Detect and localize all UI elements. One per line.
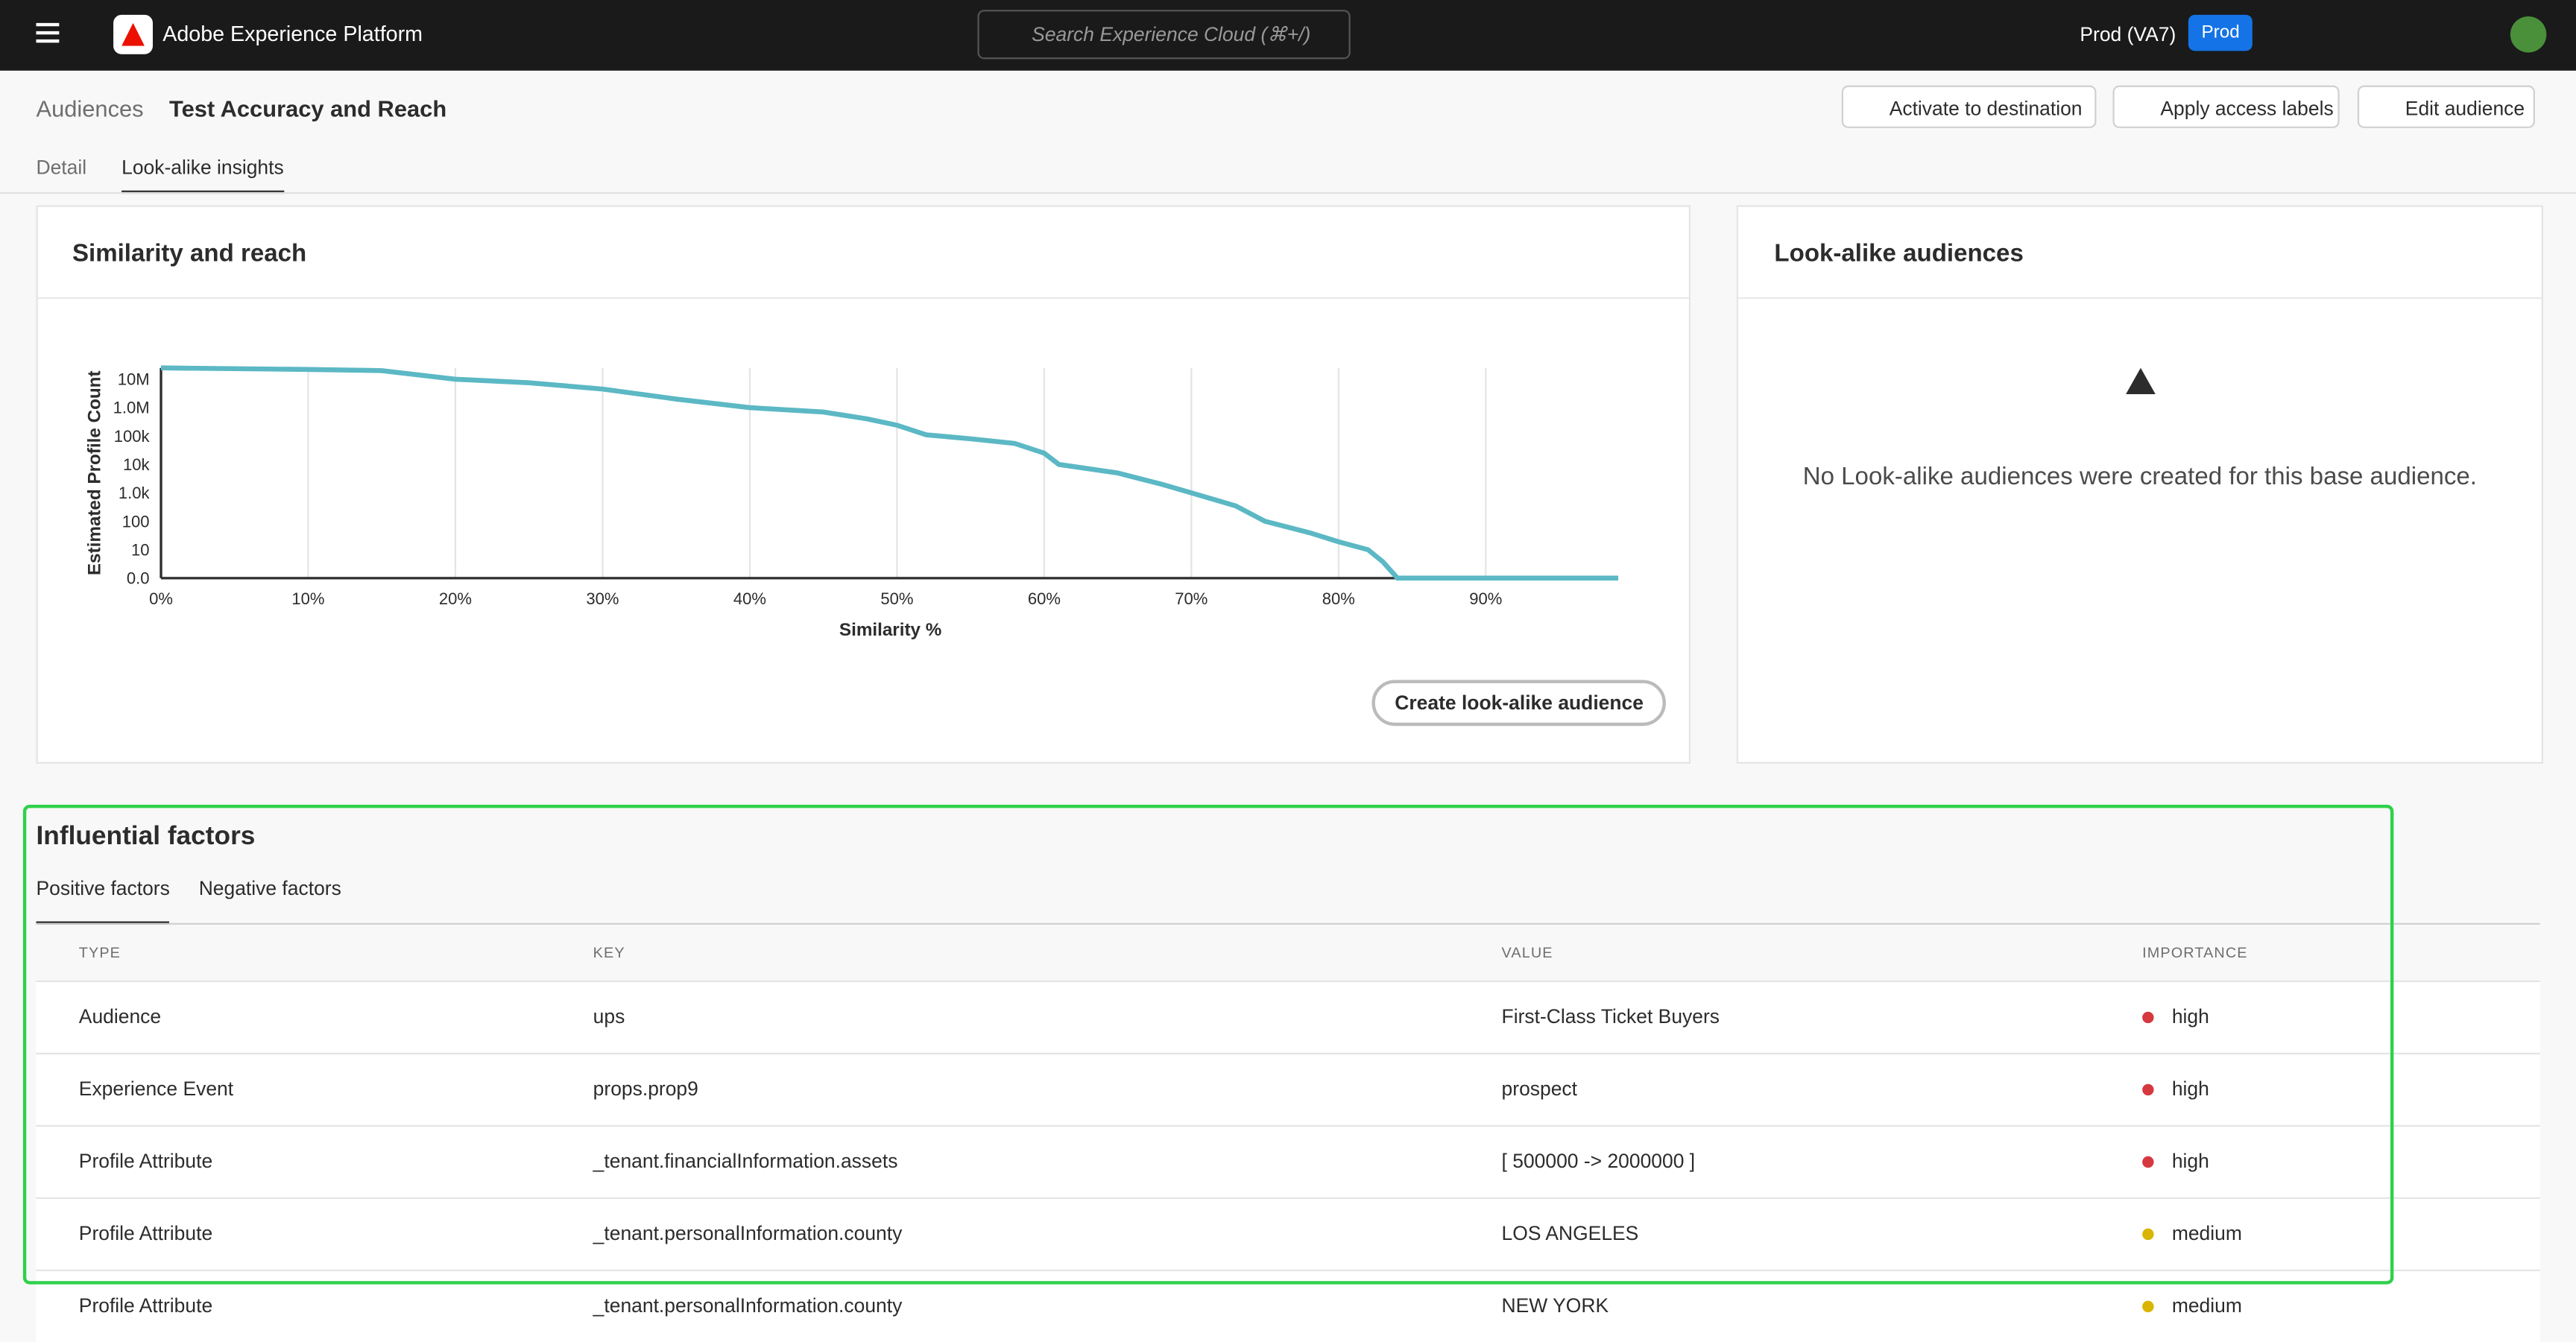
- row-bg: [36, 982, 2540, 1053]
- action-button[interactable]: Activate to destination: [1841, 85, 2097, 128]
- panel-title: Similarity and reach: [72, 239, 307, 268]
- top-bar: Adobe Experience Platform Search Experie…: [0, 0, 2576, 71]
- empty-message: No Look-alike audiences were created for…: [1802, 463, 2477, 492]
- tab[interactable]: Negative factors: [198, 876, 341, 900]
- importance-dot: [2142, 1300, 2154, 1313]
- divider: [37, 297, 1689, 300]
- highlight-box: [22, 805, 2394, 1285]
- y-tick-label: 100: [122, 512, 150, 531]
- x-tick-label: 80%: [1322, 589, 1355, 608]
- cell: high: [2171, 1004, 2209, 1028]
- row-divider: [36, 1124, 2540, 1127]
- create-button[interactable]: Create look-alike audience: [1371, 680, 1667, 727]
- action-button[interactable]: Edit audience: [2357, 85, 2535, 128]
- cell: First-Class Ticket Buyers: [1501, 1004, 1720, 1028]
- cell: LOS ANGELES: [1501, 1221, 1639, 1245]
- cell: Profile Attribute: [78, 1221, 213, 1245]
- row-bg: [36, 1198, 2540, 1270]
- cell: high: [2171, 1077, 2209, 1101]
- y-tick-label: 1.0M: [113, 399, 150, 417]
- row-bg: [36, 1127, 2540, 1197]
- avatar[interactable]: [2510, 16, 2547, 53]
- row-divider: [36, 1052, 2540, 1055]
- x-axis-label: Similarity %: [839, 620, 941, 640]
- importance-dot: [2142, 1156, 2154, 1168]
- cell: Audience: [78, 1004, 162, 1028]
- row-bg: [36, 1054, 2540, 1125]
- column-header: TYPE: [78, 944, 121, 961]
- x-tick-label: 50%: [880, 589, 913, 608]
- column-header: VALUE: [1501, 944, 1553, 961]
- cell: _tenant.personalInformation.county: [593, 1294, 903, 1317]
- menu-icon[interactable]: [36, 22, 60, 27]
- breadcrumb-parent[interactable]: Audiences: [36, 95, 144, 122]
- section-title: Influential factors: [36, 823, 256, 851]
- row-divider: [36, 1269, 2540, 1271]
- cell: Profile Attribute: [78, 1294, 213, 1317]
- alert-icon: [2126, 367, 2156, 394]
- sandbox-name: Prod (VA7): [2080, 22, 2176, 46]
- x-tick-label: 70%: [1175, 589, 1208, 608]
- column-header: IMPORTANCE: [2142, 944, 2248, 961]
- x-tick-label: 20%: [439, 589, 472, 608]
- chart: 0% 10% 20% 30% 40% 50% 60% 70% 80% 90% 0.0 10 100 1.0…: [84, 365, 1619, 640]
- panel-title: Look-alike audiences: [1774, 239, 2024, 268]
- x-tick-label: 90%: [1469, 589, 1502, 608]
- logo: [113, 14, 153, 54]
- divider: [1737, 297, 2542, 300]
- y-tick-label: 10k: [123, 455, 151, 474]
- cell: Experience Event: [78, 1077, 234, 1101]
- x-tick-label: 40%: [733, 589, 766, 608]
- line: [160, 365, 1619, 581]
- x-tick-label: 30%: [586, 589, 619, 608]
- cell: _tenant.personalInformation.county: [593, 1221, 903, 1245]
- y-tick-label: 1.0k: [119, 484, 151, 502]
- breadcrumb-current: Test Accuracy and Reach: [169, 95, 447, 122]
- y-axis-label: Estimated Profile Count: [84, 370, 104, 575]
- cell: medium: [2171, 1294, 2242, 1317]
- y-tick-label: 0.0: [127, 569, 150, 588]
- divider: [0, 192, 2576, 194]
- y-tick-label: 10M: [118, 370, 150, 389]
- x-tick-label: 60%: [1028, 589, 1061, 608]
- cell: _tenant.financialInformation.assets: [593, 1149, 898, 1173]
- x-tick-label: 0%: [149, 589, 173, 608]
- search[interactable]: Search Experience Cloud (⌘+/): [977, 10, 1351, 60]
- tab[interactable]: Detail: [36, 156, 87, 180]
- importance-dot: [2142, 1083, 2154, 1096]
- cell: props.prop9: [593, 1077, 698, 1101]
- y-tick-label: 100k: [114, 427, 151, 446]
- cell: Profile Attribute: [78, 1149, 213, 1173]
- divider: [36, 922, 2540, 925]
- search-placeholder: Search Experience Cloud (⌘+/): [1032, 22, 1311, 46]
- action-button[interactable]: Apply access labels: [2112, 85, 2340, 128]
- importance-dot: [2142, 1011, 2154, 1024]
- product-name: Adobe Experience Platform: [162, 21, 423, 46]
- cell: prospect: [1501, 1077, 1578, 1101]
- row-divider: [36, 980, 2540, 983]
- cell: high: [2171, 1149, 2209, 1173]
- cell: medium: [2171, 1221, 2242, 1245]
- y-tick-label: 10: [131, 540, 150, 559]
- sandbox-badge[interactable]: Prod: [2188, 14, 2253, 51]
- cell: NEW YORK: [1501, 1294, 1609, 1317]
- cell: ups: [593, 1004, 625, 1028]
- column-header: KEY: [593, 944, 625, 961]
- cell: [ 500000 -> 2000000 ]: [1501, 1149, 1696, 1173]
- x-tick-label: 10%: [291, 589, 324, 608]
- importance-dot: [2142, 1228, 2154, 1241]
- similarity-panel: Similarity and reach Create look-alike a…: [36, 205, 1691, 764]
- lookalike-panel: Look-alike audiences No Look-alike audie…: [1736, 205, 2543, 764]
- row-divider: [36, 1197, 2540, 1199]
